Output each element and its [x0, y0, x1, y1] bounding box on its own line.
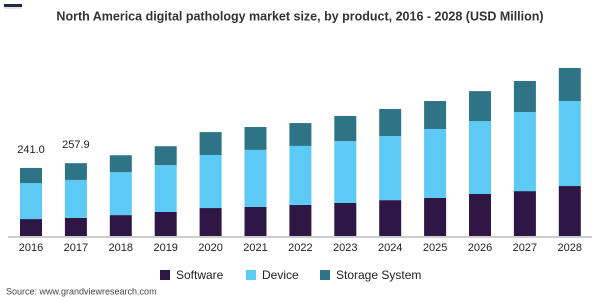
bar-segment [154, 146, 177, 166]
bar-segment [513, 191, 536, 236]
bar-segment [424, 197, 447, 236]
bar-segment [109, 215, 132, 236]
total-label: 257.9 [62, 139, 90, 151]
x-tick-label: 2027 [513, 242, 537, 254]
bar-segment [199, 208, 222, 236]
legend-label: Storage System [336, 268, 421, 282]
x-tick-label: 2016 [19, 242, 43, 254]
bar-segment [64, 179, 87, 218]
bar-segment [64, 163, 87, 180]
x-tick-label: 2026 [468, 242, 492, 254]
bar-segment [199, 154, 222, 209]
bar-segment [289, 145, 312, 205]
x-tick-label: 2024 [378, 242, 402, 254]
bar-segment [199, 132, 222, 155]
source: Source: www.grandviewresearch.com [6, 286, 157, 296]
x-tick-label: 2028 [558, 242, 582, 254]
bar-segment [154, 165, 177, 212]
bar-segment [64, 217, 87, 236]
bar-segment [513, 112, 536, 192]
x-tick-label: 2020 [198, 242, 222, 254]
bar-segment [379, 108, 402, 137]
bar-segment [558, 186, 581, 236]
bar-segment [469, 91, 491, 122]
bar-segment [558, 101, 581, 187]
legend-swatch [246, 270, 256, 280]
total-label: 241.0 [17, 144, 45, 156]
bar-segment [379, 136, 402, 201]
legend-swatch [320, 270, 330, 280]
bar-segment [513, 80, 536, 113]
chart-title: North America digital pathology market s… [56, 9, 543, 23]
x-tick-label: 2017 [64, 242, 88, 254]
bar-segment [154, 212, 177, 236]
legend-label: Device [262, 268, 299, 282]
bar-segment [424, 101, 447, 129]
x-tick-label: 2025 [423, 242, 447, 254]
bar-segment [334, 116, 357, 142]
bar-segment [289, 204, 312, 236]
bar-segment [334, 202, 357, 236]
bar-segment [20, 183, 42, 220]
bar-segment [244, 149, 267, 207]
bar-segment [109, 172, 132, 216]
bar-segment [469, 193, 491, 236]
bar-segment [558, 68, 581, 102]
bar-segment [244, 127, 267, 150]
x-tick-label: 2021 [243, 242, 267, 254]
x-tick-label: 2019 [153, 242, 177, 254]
bar-segment [20, 219, 42, 236]
bar-segment [379, 200, 402, 236]
bar-segment [20, 167, 42, 184]
x-tick-label: 2023 [333, 242, 357, 254]
legend-label: Software [176, 268, 224, 282]
title-accent [4, 4, 22, 7]
legend: Software Device Storage System [160, 268, 421, 282]
bar-segment [424, 128, 447, 198]
x-tick-label: 2022 [288, 242, 312, 254]
bar-segment [244, 206, 267, 236]
bar-segment [334, 141, 357, 203]
bar-segment [289, 123, 312, 146]
x-tick-label: 2018 [109, 242, 133, 254]
bar-segment [469, 121, 491, 194]
legend-swatch [160, 270, 170, 280]
bar-segment [109, 155, 132, 173]
